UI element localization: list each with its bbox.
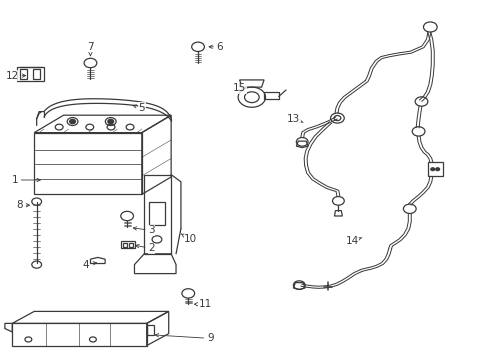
Text: 7: 7 <box>87 42 94 56</box>
Text: 4: 4 <box>82 260 97 270</box>
Text: 1: 1 <box>11 175 40 185</box>
Bar <box>129 243 133 247</box>
Bar <box>149 202 164 225</box>
Text: 8: 8 <box>16 200 29 210</box>
Circle shape <box>430 168 434 171</box>
Text: 2: 2 <box>135 243 155 253</box>
Text: 5: 5 <box>133 103 145 113</box>
Text: 14: 14 <box>345 236 361 246</box>
Bar <box>123 243 127 247</box>
Bar <box>20 69 27 79</box>
Text: 13: 13 <box>286 114 303 124</box>
Bar <box>121 241 135 248</box>
Text: 6: 6 <box>209 42 223 52</box>
Circle shape <box>435 168 439 171</box>
Text: 3: 3 <box>133 225 155 235</box>
Bar <box>264 92 278 99</box>
Text: 12: 12 <box>5 71 25 81</box>
Text: 9: 9 <box>155 333 213 343</box>
Circle shape <box>107 120 113 124</box>
Text: 15: 15 <box>232 83 246 93</box>
Bar <box>17 67 44 81</box>
Text: 11: 11 <box>194 299 212 309</box>
Bar <box>427 162 442 176</box>
Bar <box>33 69 40 79</box>
Text: 10: 10 <box>181 234 197 244</box>
Circle shape <box>69 120 75 124</box>
